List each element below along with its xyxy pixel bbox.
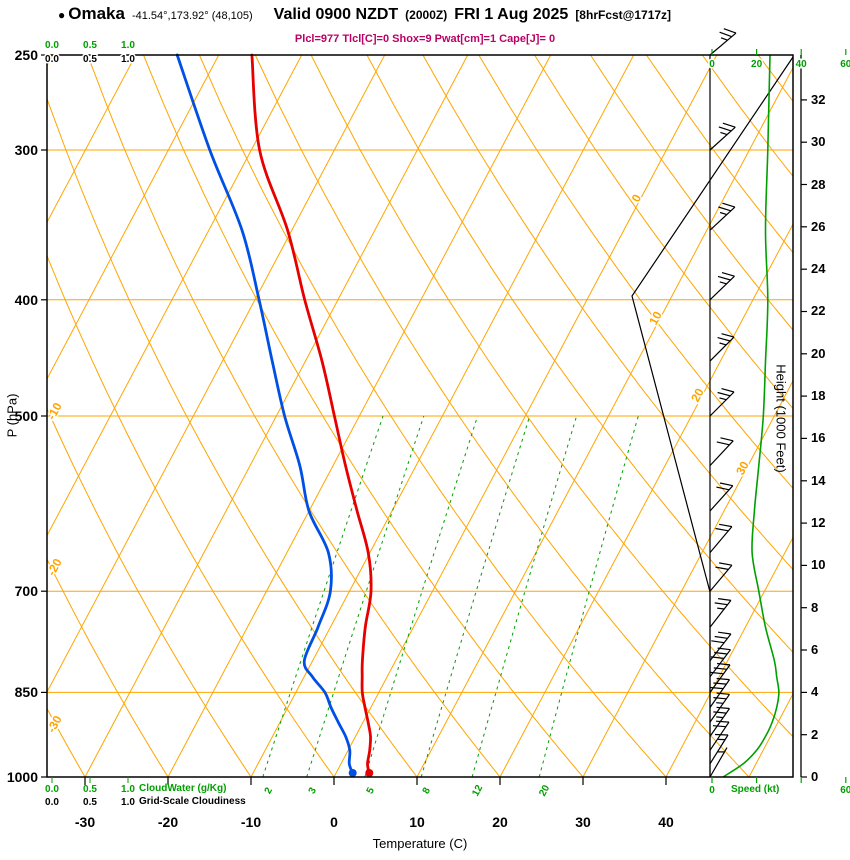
mixing-ratio-label: 5 xyxy=(365,785,378,795)
height-tick-label: 30 xyxy=(811,134,825,149)
pressure-tick-label: 700 xyxy=(15,583,39,599)
height-tick-label: 14 xyxy=(811,473,826,488)
temperature-tick-label: 30 xyxy=(575,814,591,830)
speed-tick-label: 0 xyxy=(709,785,715,796)
station-name: ● Omaka xyxy=(58,4,125,24)
speed-tick-label: 60 xyxy=(840,59,850,70)
mixing-ratio-label: 3 xyxy=(307,785,320,795)
pressure-tick-label: 850 xyxy=(15,684,39,700)
temperature-tick-label: -10 xyxy=(241,814,261,830)
cloudwater-tick-label: 1.0 xyxy=(121,40,135,51)
cloudiness-scale: 0.0 0.0 0.5 0.5 1.0 1.0 xyxy=(44,53,137,809)
temperature-surface-dot xyxy=(365,769,374,777)
pressure-axis-label: P (hPa) xyxy=(4,393,20,438)
dewpoint-surface-dot xyxy=(348,769,357,777)
height-tick-label: 26 xyxy=(811,219,825,234)
height-tick-label: 20 xyxy=(811,346,825,361)
cloudwater-tick-label: 0.5 xyxy=(83,784,97,795)
speed-tick-label: 0 xyxy=(709,59,715,70)
cloudwater-tick-label: 0.5 xyxy=(83,40,97,51)
mixing-ratio-label: 20 xyxy=(537,783,552,798)
temperature-tick-label: 20 xyxy=(492,814,508,830)
mixing-ratio-labels: 2 3 5 8 12 20 xyxy=(263,783,553,798)
height-tick-label: 4 xyxy=(811,684,819,699)
station-coordinates: -41.54°,173.92° (48,105) xyxy=(131,10,253,22)
isotherm-label: 20 xyxy=(688,386,707,405)
pressure-tick-label: 300 xyxy=(15,142,39,158)
height-tick-label: 10 xyxy=(811,557,825,572)
temperature-tick-label: 40 xyxy=(658,814,674,830)
pressure-tick-label: 400 xyxy=(15,292,39,308)
height-tick-label: 0 xyxy=(811,769,818,784)
stability-parameters: Plcl=977 Tlcl[C]=0 Shox=9 Pwat[cm]=1 Cap… xyxy=(294,33,556,45)
speed-curve xyxy=(722,54,780,778)
cloudiness-tick-label: 0.5 xyxy=(83,797,97,808)
height-tick-label: 12 xyxy=(811,515,825,530)
mixing-ratio-label: 12 xyxy=(470,783,485,798)
chart-title: ● Omaka -41.54°,173.92° (48,105) Valid 09… xyxy=(58,4,671,24)
temperature-tick-label: 10 xyxy=(409,814,425,830)
cloudwater-tick-label: 0.0 xyxy=(45,40,59,51)
mixing-ratio-lines xyxy=(262,415,639,777)
cloudiness-tick-label: 0.0 xyxy=(45,54,59,65)
speed-tick-label: 20 xyxy=(751,59,763,70)
cloudwater-tick-label: 1.0 xyxy=(121,784,135,795)
height-tick-label: 6 xyxy=(811,642,818,657)
height-tick-label: 8 xyxy=(811,600,818,615)
cloudiness-label: Grid-Scale Cloudiness xyxy=(139,796,246,807)
speed-tick-label: 60 xyxy=(840,785,850,796)
valid-time: Valid 0900 NZDT xyxy=(273,6,399,23)
cloudiness-tick-label: 0.5 xyxy=(83,54,97,65)
isotherm-label: 0 xyxy=(629,192,645,205)
height-tick-label: 2 xyxy=(811,727,818,742)
pressure-tick-label: 1000 xyxy=(7,769,38,785)
mixing-ratio-label: 8 xyxy=(421,785,434,795)
valid-date: FRI 1 Aug 2025 xyxy=(454,6,569,23)
temperature-tick-label: -30 xyxy=(75,814,95,830)
skewt-grid xyxy=(47,55,793,777)
speed-axis-label: Speed (kt) xyxy=(731,784,780,795)
temperature-axis-label: Temperature (C) xyxy=(372,836,468,851)
cloudiness-tick-label: 1.0 xyxy=(121,797,135,808)
temperature-axis: -30 -20 -10 0 10 20 30 40 xyxy=(75,777,674,830)
station-bullet-icon: ● xyxy=(58,8,66,22)
temperature-tick-label: -20 xyxy=(158,814,178,830)
forecast-info: [8hrFcst@1717z] xyxy=(575,8,672,22)
pressure-tick-label: 250 xyxy=(15,47,39,63)
valid-time-utc: (2000Z) xyxy=(405,8,448,22)
speed-tick-label: 40 xyxy=(796,59,808,70)
cloudwater-tick-label: 0.0 xyxy=(45,784,59,795)
cloudiness-tick-label: 0.0 xyxy=(45,797,59,808)
temperature-tick-label: 0 xyxy=(330,814,338,830)
cloudiness-tick-label: 1.0 xyxy=(121,54,135,65)
mixing-ratio-label: 2 xyxy=(263,785,276,795)
cloudwater-scale: 0.0 0.0 0.5 0.5 1.0 1.0 xyxy=(44,39,137,796)
height-tick-label: 28 xyxy=(811,177,825,192)
height-tick-label: 24 xyxy=(811,261,826,276)
pressure-tick-label: 500 xyxy=(15,408,39,424)
dewpoint-curve xyxy=(175,53,357,777)
temperature-curve xyxy=(250,53,374,777)
height-tick-label: 16 xyxy=(811,430,825,445)
station-name-text: Omaka xyxy=(68,4,125,23)
height-axis-label: Height (1000 Feet) xyxy=(773,364,789,473)
wind-barbs xyxy=(709,28,737,778)
height-tick-label: 18 xyxy=(811,388,825,403)
height-tick-label: 22 xyxy=(811,303,825,318)
cloudwater-label: CloudWater (g/Kg) xyxy=(139,783,227,794)
isotherm-label: 30 xyxy=(733,459,752,478)
height-tick-label: 32 xyxy=(811,92,825,107)
pressure-axis: 250 300 400 500 700 850 1000 xyxy=(7,47,47,785)
